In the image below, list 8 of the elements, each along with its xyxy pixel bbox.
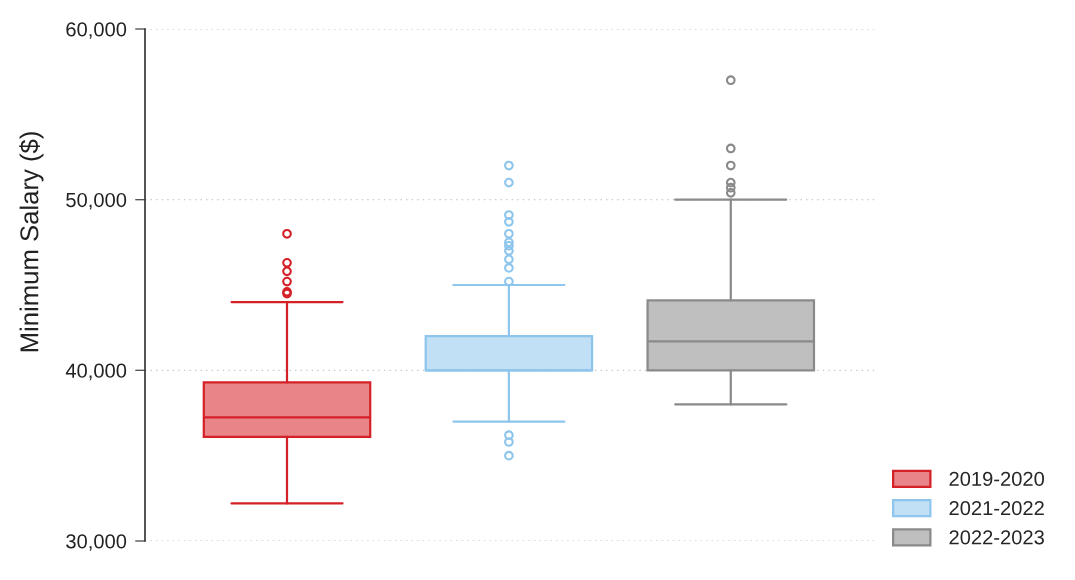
legend-label: 2021-2022	[949, 500, 1044, 516]
legend-label: 2022-2023	[949, 530, 1044, 545]
legend-label: 2019-2020	[949, 471, 1045, 486]
y-tick-label: 50,000	[66, 192, 127, 210]
y-axis-title: Minimum Salary ($)	[19, 132, 44, 352]
y-tick-label: 60,000	[66, 22, 127, 39]
y-tick-label: 40,000	[65, 363, 127, 381]
y-tick-label: 30,000	[66, 534, 127, 551]
